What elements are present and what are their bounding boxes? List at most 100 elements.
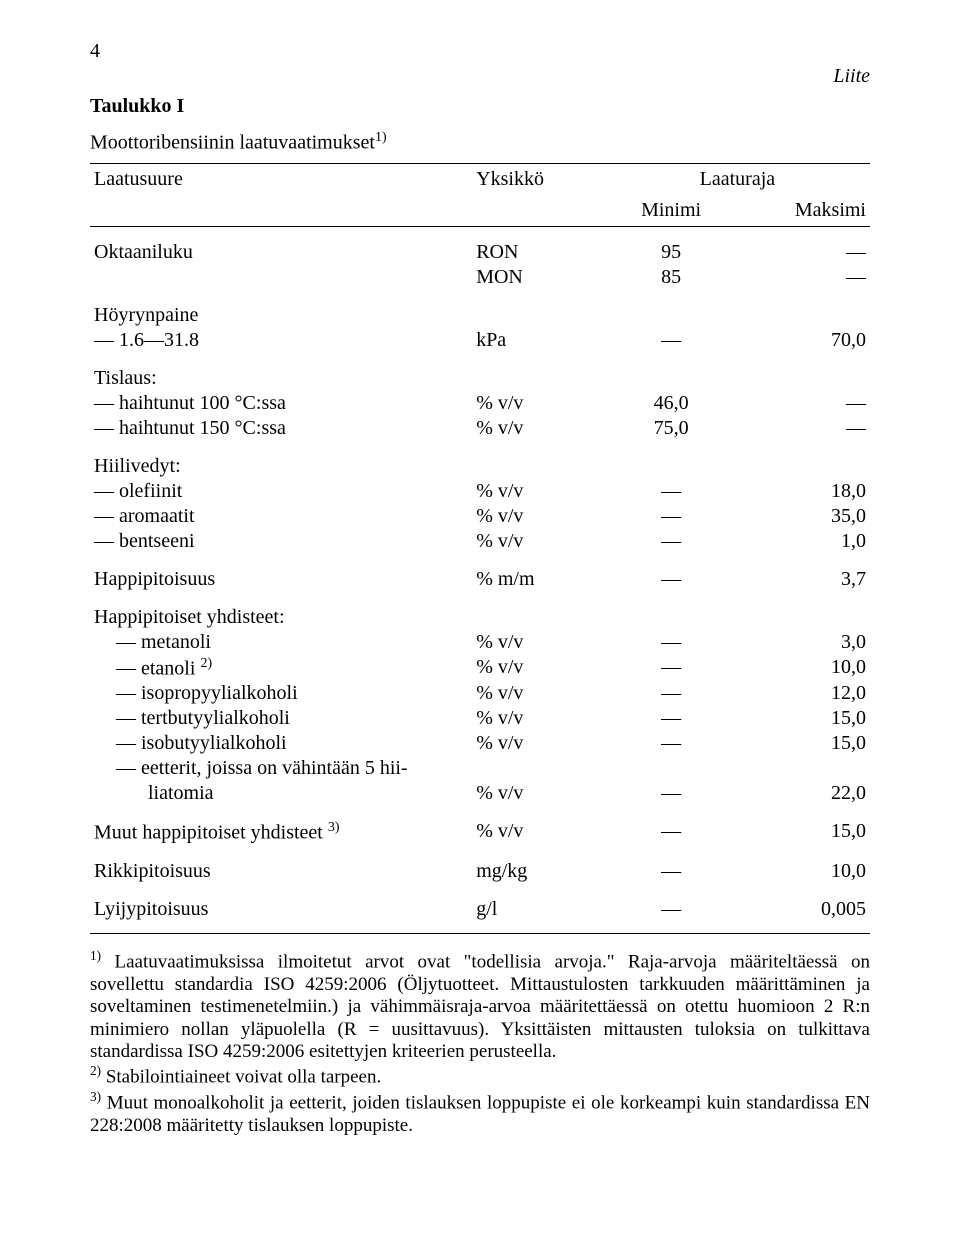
cell-label: bentseeni (90, 529, 472, 554)
cell-min: — (605, 731, 738, 756)
table-row: 1.6—31.8 kPa — 70,0 (90, 328, 870, 353)
cell-unit: % v/v (472, 416, 605, 441)
cell-min: — (605, 529, 738, 554)
table-row: Hiilivedyt: (90, 441, 870, 479)
cell-label: eetterit, joissa on vähintään 5 hii- (90, 756, 472, 781)
table-row: Tislaus: (90, 353, 870, 391)
cell-unit: RON (472, 227, 605, 265)
cell-max: — (737, 391, 870, 416)
cell-label: tertbutyylialkoholi (90, 706, 472, 731)
cell-max: 15,0 (737, 706, 870, 731)
header-max: Maksimi (737, 195, 870, 227)
cell-unit: g/l (472, 884, 605, 922)
cell-max: 0,005 (737, 884, 870, 922)
cell-label: Hiilivedyt: (90, 441, 472, 479)
cell-min: — (605, 655, 738, 682)
cell-label: aromaatit (90, 504, 472, 529)
cell-label: Höyrynpaine (90, 290, 472, 328)
cell-max: 3,7 (737, 554, 870, 592)
cell-max: 3,0 (737, 630, 870, 655)
cell-min: — (605, 479, 738, 504)
cell-label: Happipitoiset yhdisteet: (90, 592, 472, 630)
cell-unit: % m/m (472, 554, 605, 592)
cell-label: liatomia (90, 781, 472, 806)
cell-max: — (737, 416, 870, 441)
cell-unit: % v/v (472, 479, 605, 504)
header-min: Minimi (605, 195, 738, 227)
cell-min: — (605, 884, 738, 922)
cell-unit: % v/v (472, 706, 605, 731)
table-row: Rikkipitoisuus mg/kg — 10,0 (90, 846, 870, 884)
table-row: haihtunut 100 °C:ssa % v/v 46,0 — (90, 391, 870, 416)
cell-label: Happipitoisuus (90, 554, 472, 592)
cell-max: 70,0 (737, 328, 870, 353)
cell-max: 10,0 (737, 655, 870, 682)
cell-min: 46,0 (605, 391, 738, 416)
cell-max: — (737, 227, 870, 265)
footnote-1: 1) Laatuvaatimuksissa ilmoitetut arvot o… (90, 948, 870, 1063)
cell-min: — (605, 781, 738, 806)
cell-unit: % v/v (472, 391, 605, 416)
table-row: metanoli % v/v — 3,0 (90, 630, 870, 655)
cell-min: 95 (605, 227, 738, 265)
cell-label: Oktaaniluku (90, 227, 472, 265)
table-row: olefiinit % v/v — 18,0 (90, 479, 870, 504)
footnotes: 1) Laatuvaatimuksissa ilmoitetut arvot o… (90, 948, 870, 1137)
table-title: Taulukko I (90, 95, 870, 118)
cell-label: Rikkipitoisuus (90, 846, 472, 884)
table-row: etanoli 2) % v/v — 10,0 (90, 655, 870, 682)
cell-max: 15,0 (737, 731, 870, 756)
spec-table: Laatusuure Yksikkö Laaturaja Minimi Maks… (90, 163, 870, 934)
cell-min: 75,0 (605, 416, 738, 441)
table-row: Höyrynpaine (90, 290, 870, 328)
cell-unit: % v/v (472, 681, 605, 706)
header-range: Laaturaja (605, 164, 870, 195)
table-row: Happipitoisuus % m/m — 3,7 (90, 554, 870, 592)
table-row: aromaatit % v/v — 35,0 (90, 504, 870, 529)
table-row: tertbutyylialkoholi % v/v — 15,0 (90, 706, 870, 731)
cell-max: 18,0 (737, 479, 870, 504)
cell-unit: % v/v (472, 630, 605, 655)
cell-unit: % v/v (472, 529, 605, 554)
cell-unit: % v/v (472, 731, 605, 756)
table-row: liatomia % v/v — 22,0 (90, 781, 870, 806)
table-row: MON 85 — (90, 265, 870, 290)
subtitle-sup: 1) (375, 130, 387, 145)
cell-label: isopropyylialkoholi (90, 681, 472, 706)
cell-min: 85 (605, 265, 738, 290)
cell-min: — (605, 806, 738, 846)
cell-unit: % v/v (472, 655, 605, 682)
cell-unit: % v/v (472, 806, 605, 846)
cell-min: — (605, 630, 738, 655)
cell-unit: % v/v (472, 504, 605, 529)
footnote-3: 3) Muut monoalkoholit ja eetterit, joide… (90, 1089, 870, 1137)
cell-label: haihtunut 100 °C:ssa (90, 391, 472, 416)
cell-max: 35,0 (737, 504, 870, 529)
cell-label: haihtunut 150 °C:ssa (90, 416, 472, 441)
table-row: Muut happipitoiset yhdisteet 3) % v/v — … (90, 806, 870, 846)
subtitle-text: Moottoribensiinin laatuvaatimukset (90, 132, 375, 154)
cell-min: — (605, 328, 738, 353)
header-quality: Laatusuure (90, 164, 472, 227)
appendix-label: Liite (833, 65, 870, 88)
cell-min: — (605, 504, 738, 529)
footnote-2: 2) Stabilointiaineet voivat olla tarpeen… (90, 1063, 870, 1089)
cell-label: metanoli (90, 630, 472, 655)
cell-max: — (737, 265, 870, 290)
cell-min: — (605, 706, 738, 731)
cell-label: Muut happipitoiset yhdisteet 3) (90, 806, 472, 846)
table-row: haihtunut 150 °C:ssa % v/v 75,0 — (90, 416, 870, 441)
table-row: Lyijypitoisuus g/l — 0,005 (90, 884, 870, 922)
table-row: bentseeni % v/v — 1,0 (90, 529, 870, 554)
document-page: 4 Liite Taulukko I Moottoribensiinin laa… (0, 0, 960, 1250)
cell-label: Tislaus: (90, 353, 472, 391)
cell-label: etanoli 2) (90, 655, 472, 682)
table-subtitle: Moottoribensiinin laatuvaatimukset1) (90, 130, 870, 155)
cell-min: — (605, 554, 738, 592)
cell-unit: MON (472, 265, 605, 290)
header-unit: Yksikkö (472, 164, 605, 227)
cell-max: 1,0 (737, 529, 870, 554)
cell-max: 10,0 (737, 846, 870, 884)
page-number: 4 (90, 40, 100, 63)
table-row: isobutyylialkoholi % v/v — 15,0 (90, 731, 870, 756)
